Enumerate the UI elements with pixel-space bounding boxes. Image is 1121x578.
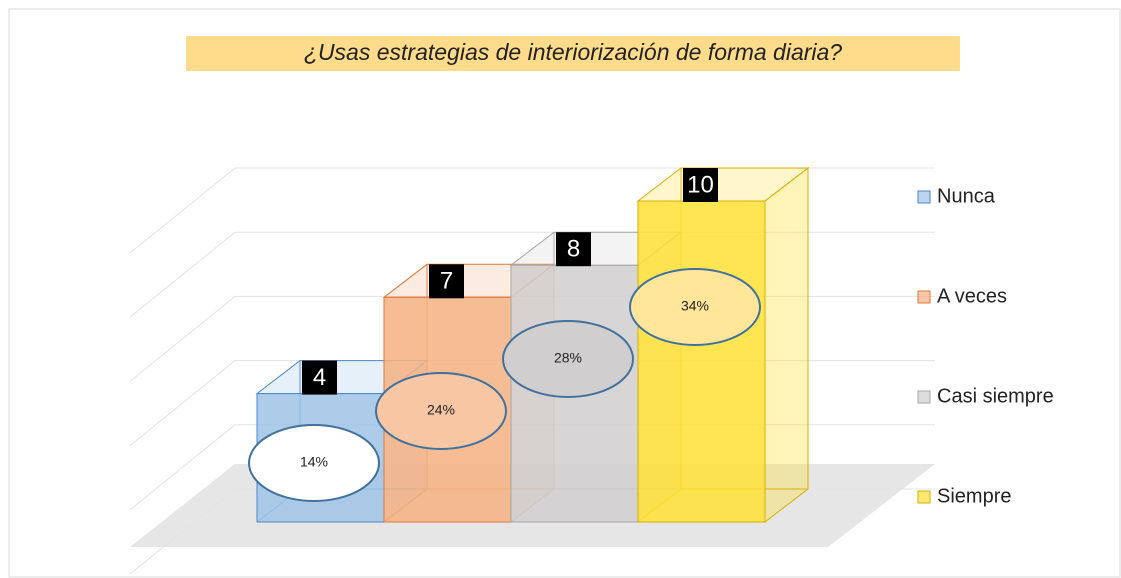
legend-label: Casi siempre <box>937 385 1054 407</box>
value-label: 10 <box>687 171 714 198</box>
chart-title: ¿Usas estrategias de interiorización de … <box>304 39 842 65</box>
share-label: 14% <box>300 454 328 470</box>
share-label: 24% <box>427 402 455 418</box>
value-label-box <box>556 232 591 267</box>
value-label: 4 <box>313 364 326 391</box>
value-label-box <box>683 168 718 202</box>
share-ellipse <box>629 268 761 346</box>
legend-swatch <box>917 490 931 504</box>
share-ellipse <box>248 424 380 502</box>
value-label: 8 <box>567 236 580 263</box>
legend-swatch <box>917 190 931 204</box>
share-ellipse <box>502 320 634 398</box>
legend-label: Siempre <box>937 485 1011 507</box>
value-label-box <box>429 264 464 299</box>
share-label: 34% <box>681 298 709 314</box>
value-label-box <box>302 360 337 395</box>
bar-side <box>764 166 809 524</box>
title-background <box>186 36 960 71</box>
legend-swatch <box>917 290 931 304</box>
bar <box>637 200 766 523</box>
legend-swatch <box>917 390 931 404</box>
share-ellipse <box>375 372 507 450</box>
legend-label: Nunca <box>937 185 996 207</box>
value-label: 7 <box>440 268 453 295</box>
legend-label: A veces <box>937 285 1007 307</box>
share-label: 28% <box>554 350 582 366</box>
